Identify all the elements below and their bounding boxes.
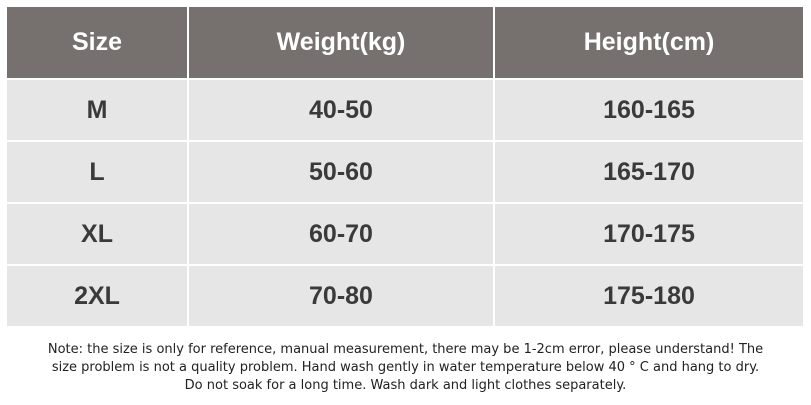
note-line: size problem is not a quality problem. H…	[51, 360, 760, 375]
table-cell: 60-70	[188, 202, 495, 265]
header-cell: Height(cm)	[494, 7, 803, 79]
table-cell: 165-170	[494, 140, 803, 203]
table-cell: 70-80	[188, 264, 495, 326]
table-row: 2XL 70-80 175-180	[7, 264, 803, 326]
table-cell: XL	[7, 202, 189, 265]
note-line: Note: the size is only for reference, ma…	[47, 342, 764, 357]
table-cell: 40-50	[188, 78, 495, 141]
note: Note: the size is only for reference, ma…	[0, 341, 811, 395]
table-cell: 50-60	[188, 140, 495, 203]
table-cell: 160-165	[494, 78, 803, 141]
table-cell: M	[7, 78, 189, 141]
table-body: M 40-50 160-165 L 50-60 165-170 XL 60-70 170-175…	[7, 78, 803, 326]
table-cell: 170-175	[494, 202, 803, 265]
size-table: Size Weight(kg) Height(cm) M 40-50 160-165 L 5…	[7, 7, 803, 326]
table-cell: 175-180	[494, 264, 803, 326]
table-cell: L	[7, 140, 189, 203]
table-row: M 40-50 160-165	[7, 78, 803, 141]
table-cell: 2XL	[7, 264, 189, 326]
table-row: XL 60-70 170-175	[7, 202, 803, 265]
table-row: L 50-60 165-170	[7, 140, 803, 203]
header-row: Size Weight(kg) Height(cm)	[7, 7, 803, 79]
note-line: Do not soak for a long time. Wash dark a…	[184, 378, 627, 393]
header-cell: Size	[7, 7, 189, 79]
header-cell: Weight(kg)	[188, 7, 495, 79]
